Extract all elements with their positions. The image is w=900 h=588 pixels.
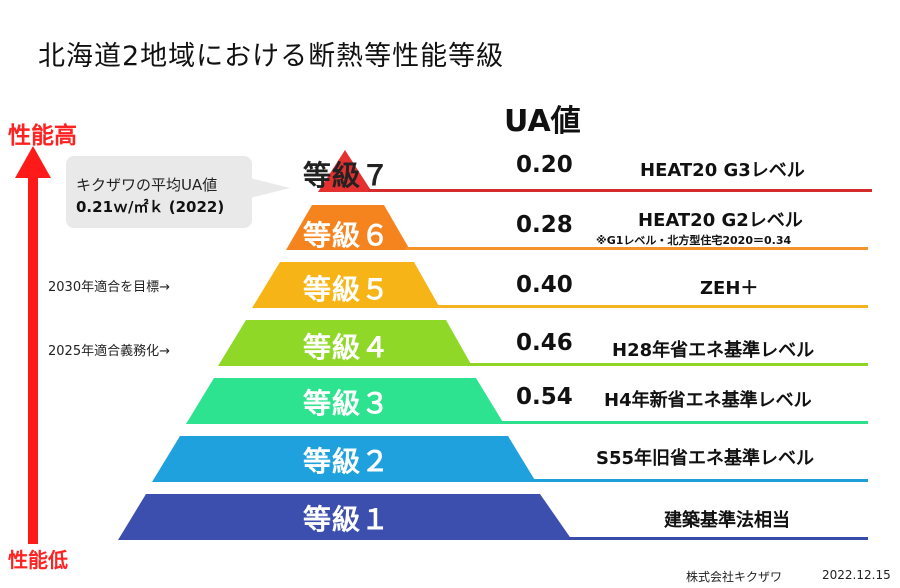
grade-1-underline [568,537,868,540]
grade-5-label: 等級５ [303,273,391,306]
grade-6-level: HEAT20 G2レベル [638,210,803,231]
grade-2-label: 等級２ [303,445,391,478]
grade-2-underline [532,479,868,482]
performance-arrow-head [15,146,51,178]
grade-6-note: ※G1レベル・北方型住宅2020＝0.34 [596,234,792,247]
grade-6-underline [406,247,868,250]
grade-3-label: 等級３ [303,387,391,420]
grade-3-level: H4年新省エネ基準レベル [604,390,812,411]
grade-6-label: 等級６ [303,219,391,252]
grade-7-label: 等級７ [303,159,391,192]
footer-date: 2022.12.15 [822,568,891,582]
grade-3-ua: 0.54 [516,384,573,410]
grade-1-label: 等級１ [303,503,391,536]
grade-3-tier [186,378,504,424]
performance-low-label: 性能低 [8,548,68,572]
grade-5-tier [252,262,440,308]
grade-4-level: H28年省エネ基準レベル [612,340,815,361]
goal-2030-note: 2030年適合を目標→ [48,280,170,295]
grade-1-tier [118,494,572,540]
callout-pointer [250,178,290,198]
grade-2-level: S55年旧省エネ基準レベル [596,448,815,469]
grade-4-tier [218,320,472,366]
footer-company: 株式会社キクザワ [686,570,783,584]
grade-4-ua: 0.46 [516,330,573,356]
grade-7-tier [318,150,372,192]
performance-high-label: 性能高 [8,123,77,149]
grade-4-label: 等級４ [303,331,391,364]
grade-6-ua: 0.28 [516,212,573,238]
page-title: 北海道2地域における断熱等性能等級 [38,41,505,72]
grade-6-tier [286,205,410,250]
ua-column-header: UA値 [504,104,581,139]
grade-5-level: ZEH＋ [700,278,759,299]
grade-7-ua: 0.20 [516,152,573,178]
grade-7-underline [368,189,872,192]
goal-2025-note: 2025年適合義務化→ [48,344,170,359]
average-ua-value: 0.21ｗ/㎡ｋ (2022) [76,198,225,216]
grade-5-ua: 0.40 [516,272,573,298]
grade-5-underline [436,305,868,308]
grade-2-tier [152,436,536,482]
grade-4-underline [468,363,868,366]
grade-3-underline [500,421,868,424]
grade-1-level: 建築基準法相当 [664,510,790,531]
performance-arrow-shaft [28,170,38,544]
average-ua-callout: キクザワの平均UA値 0.21ｗ/㎡ｋ (2022) [66,156,252,228]
grade-7-level: HEAT20 G3レベル [640,160,805,181]
average-ua-label: キクザワの平均UA値 [76,176,218,194]
